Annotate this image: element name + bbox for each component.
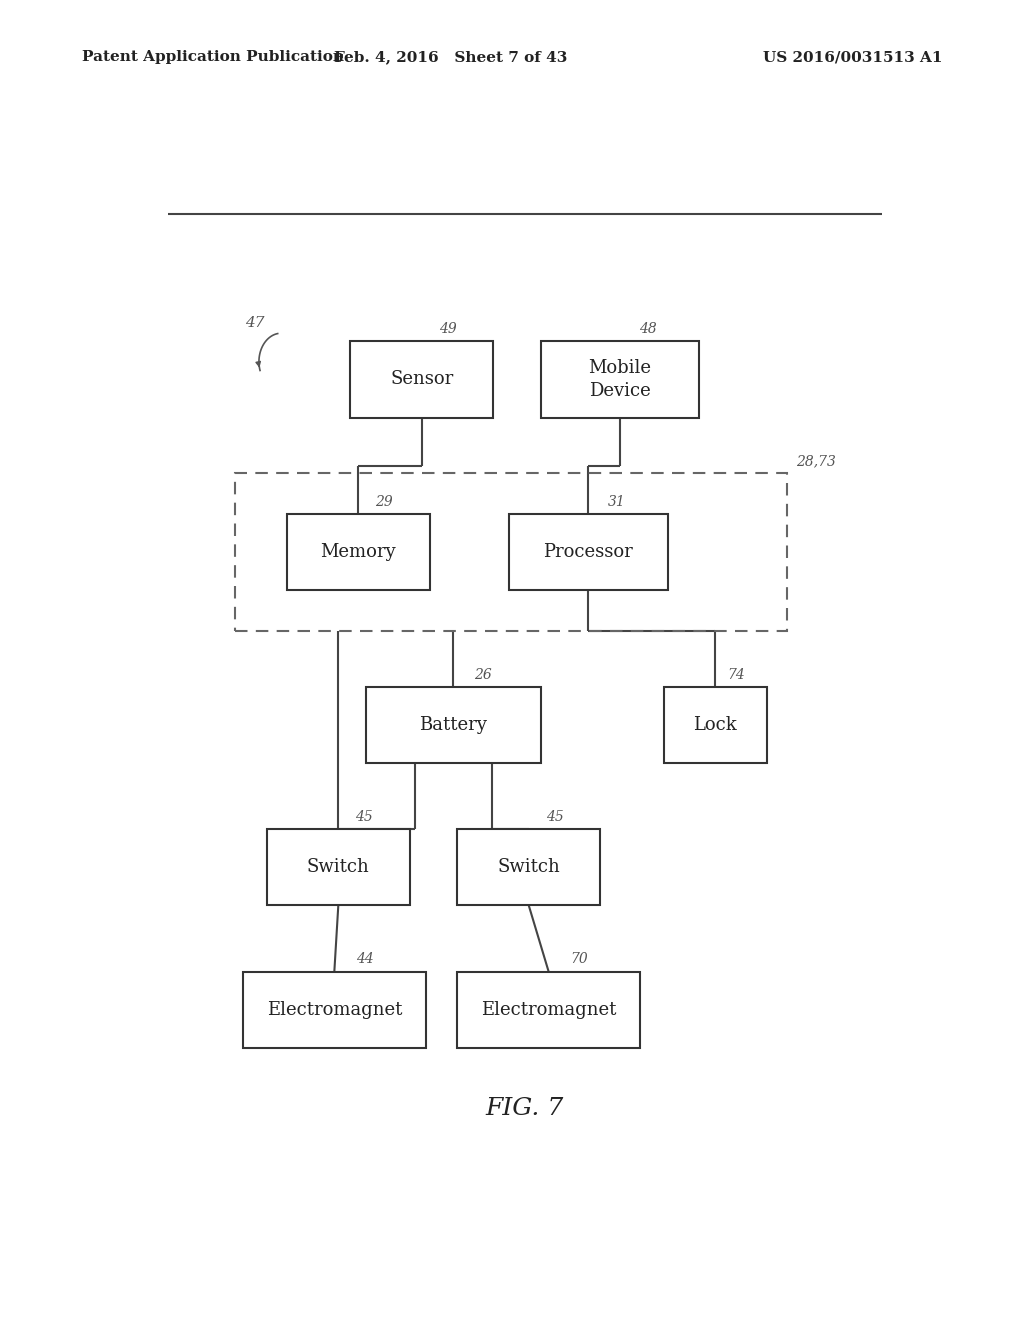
Text: Feb. 4, 2016   Sheet 7 of 43: Feb. 4, 2016 Sheet 7 of 43 [334, 50, 567, 65]
Bar [664, 686, 767, 763]
Text: 45: 45 [546, 810, 563, 824]
Text: 45: 45 [355, 810, 373, 824]
Text: Switch: Switch [498, 858, 560, 876]
Text: Electromagnet: Electromagnet [266, 1001, 402, 1019]
Bar [367, 686, 541, 763]
Bar [509, 515, 668, 590]
Text: Sensor: Sensor [390, 371, 454, 388]
Text: 70: 70 [570, 953, 588, 966]
Text: Memory: Memory [321, 544, 396, 561]
Text: Battery: Battery [420, 715, 487, 734]
Text: 49: 49 [438, 322, 457, 337]
Bar [458, 829, 600, 906]
Bar [287, 515, 430, 590]
Text: 47: 47 [246, 315, 265, 330]
Text: Processor: Processor [544, 544, 633, 561]
Text: Patent Application Publication: Patent Application Publication [82, 50, 344, 65]
Text: Mobile
Device: Mobile Device [589, 359, 651, 400]
Text: Lock: Lock [693, 715, 737, 734]
Text: Electromagnet: Electromagnet [481, 1001, 616, 1019]
Text: 29: 29 [375, 495, 393, 510]
Bar [458, 972, 640, 1048]
Text: 48: 48 [639, 322, 656, 337]
Text: US 2016/0031513 A1: US 2016/0031513 A1 [763, 50, 942, 65]
Text: 26: 26 [474, 668, 493, 682]
Text: 74: 74 [728, 668, 745, 682]
Bar [267, 829, 410, 906]
Text: 31: 31 [607, 495, 625, 510]
Bar [350, 342, 494, 417]
Text: Switch: Switch [307, 858, 370, 876]
Bar [541, 342, 699, 417]
Text: 28,73: 28,73 [797, 454, 836, 469]
Text: 44: 44 [356, 953, 374, 966]
Text: FIG. 7: FIG. 7 [485, 1097, 564, 1121]
Bar [236, 474, 786, 631]
Bar [243, 972, 426, 1048]
